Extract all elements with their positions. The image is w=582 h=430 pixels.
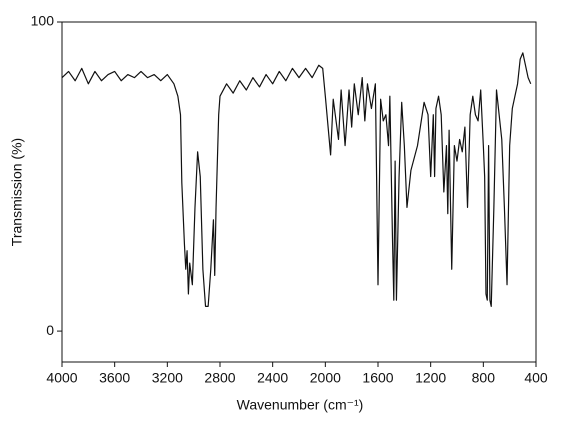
plot-frame: [61, 21, 537, 363]
y-tick-label: 100: [31, 13, 55, 29]
x-tick-label: 3600: [99, 370, 130, 386]
x-tick-label: 1200: [415, 370, 446, 386]
x-axis-title: Wavenumber (cm⁻¹): [237, 397, 364, 413]
y-axis-title: Transmission (%): [9, 138, 25, 246]
y-tick-label: 0: [46, 322, 54, 338]
x-tick-label: 4000: [46, 370, 77, 386]
x-tick-label: 3200: [152, 370, 183, 386]
x-tick-label: 800: [472, 370, 496, 386]
x-tick-label: 2000: [310, 370, 341, 386]
x-tick-label: 2800: [204, 370, 235, 386]
x-tick-label: 1600: [362, 370, 393, 386]
x-tick-label: 400: [524, 370, 548, 386]
x-tick-label: 2400: [257, 370, 288, 386]
spectrum-line: [61, 52, 532, 307]
